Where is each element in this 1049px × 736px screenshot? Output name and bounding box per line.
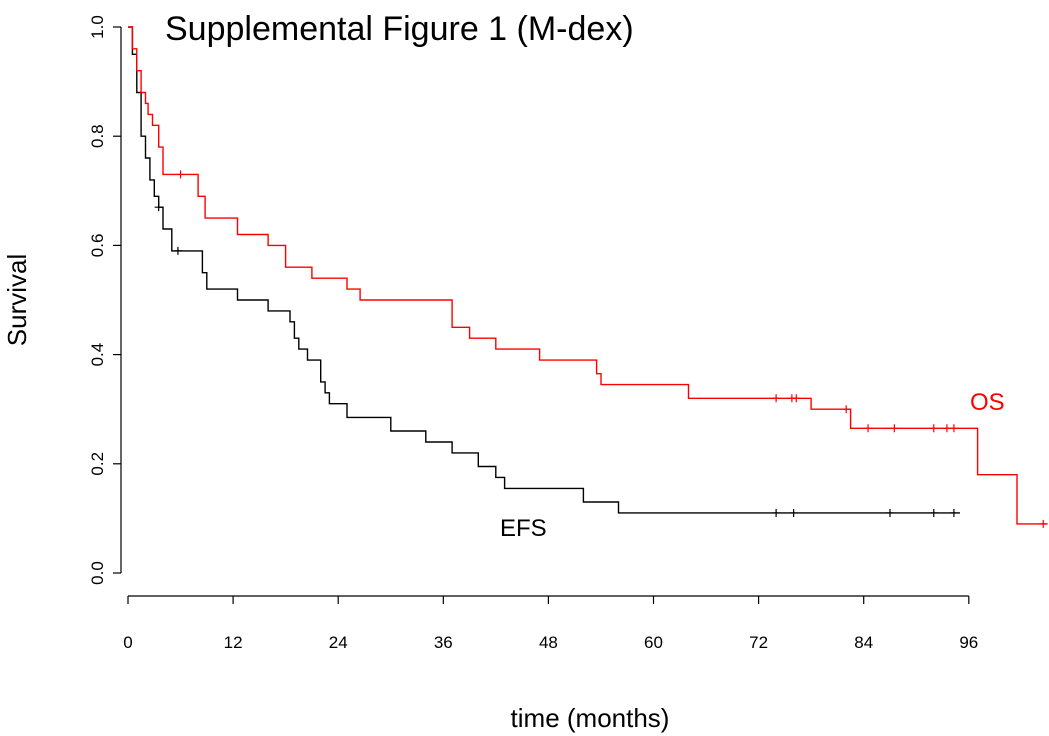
x-tick-label: 60 — [644, 633, 663, 652]
x-tick-label: 36 — [434, 633, 453, 652]
censor-mark-os — [842, 405, 851, 414]
chart-title: Supplemental Figure 1 (M-dex) — [165, 10, 634, 48]
series-layer — [128, 26, 1048, 528]
censor-mark-efs — [929, 508, 938, 517]
censor-mark-efs — [949, 508, 958, 517]
series-label-efs: EFS — [500, 515, 547, 542]
axes: 0.0 0.2 0.4 0.6 0.8 1.0 0 12 24 36 48 60 72 84 96 — [88, 15, 978, 652]
censor-mark-efs — [772, 508, 781, 517]
x-tick-label: 24 — [329, 633, 348, 652]
y-tick-label: 0.2 — [88, 452, 107, 476]
y-tick-label: 1.0 — [88, 15, 107, 39]
series-efs — [128, 26, 960, 517]
y-tick-label: 0.6 — [88, 234, 107, 258]
x-tick-label: 96 — [959, 633, 978, 652]
censor-mark-os — [949, 424, 958, 433]
y-tick-label: 0.4 — [88, 343, 107, 367]
series-label-os: OS — [970, 389, 1005, 416]
series-os — [128, 26, 1048, 528]
y-axis-label: Survival — [2, 254, 32, 346]
y-tick-label: 0.0 — [88, 561, 107, 585]
censor-mark-os — [890, 424, 899, 433]
censor-mark-os — [929, 424, 938, 433]
x-tick-label: 72 — [749, 633, 768, 652]
x-tick-label: 84 — [854, 633, 873, 652]
censor-mark-os — [864, 424, 873, 433]
series-line-efs — [128, 26, 960, 514]
censor-mark-efs — [885, 508, 894, 517]
censor-mark-efs — [789, 508, 798, 517]
censor-mark-efs — [173, 246, 182, 255]
censor-mark-os — [942, 424, 951, 433]
x-tick-label: 48 — [539, 633, 558, 652]
series-line-os — [128, 26, 1048, 525]
x-tick-label: 0 — [123, 633, 132, 652]
censor-mark-os — [176, 170, 185, 179]
censor-mark-os — [772, 394, 781, 403]
x-axis-label: time (months) — [511, 703, 670, 733]
x-tick-label: 12 — [224, 633, 243, 652]
censor-mark-os — [1039, 519, 1048, 528]
censor-mark-os — [792, 394, 801, 403]
censor-mark-efs — [154, 203, 163, 212]
y-tick-label: 0.8 — [88, 124, 107, 148]
